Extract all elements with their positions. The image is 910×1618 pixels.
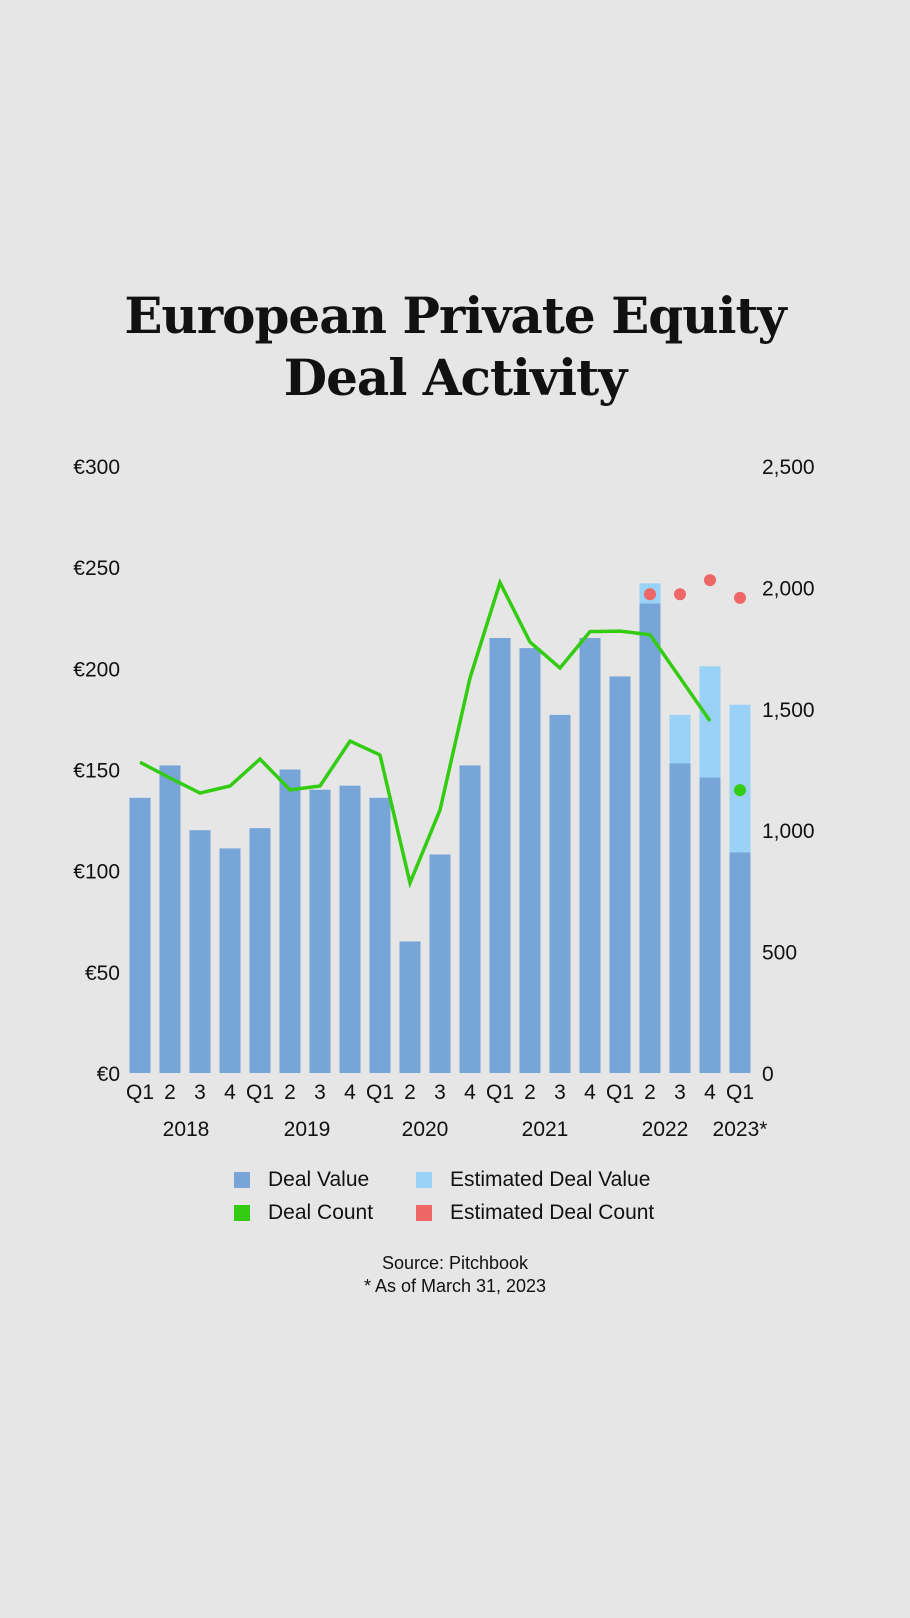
deal-value-bar xyxy=(459,765,481,1073)
deal-value-bar xyxy=(699,777,721,1073)
right-axis-tick: 500 xyxy=(762,942,797,965)
legend-swatch xyxy=(234,1172,250,1188)
x-axis-tick: 3 xyxy=(314,1081,326,1104)
estimated-deal-count-point xyxy=(674,588,686,601)
year-label: 2018 xyxy=(163,1118,210,1141)
left-axis-tick: €0 xyxy=(97,1063,120,1086)
legend-deal-count: Deal Count xyxy=(234,1201,373,1225)
deal-count-point xyxy=(734,784,746,797)
left-axis-tick: €150 xyxy=(73,760,120,783)
deal-value-bar xyxy=(519,648,541,1073)
x-axis-tick: 4 xyxy=(464,1081,476,1104)
right-axis-tick: 2,000 xyxy=(762,577,815,600)
x-axis-tick: 4 xyxy=(344,1081,356,1104)
estimated-deal-count-point xyxy=(734,591,746,604)
right-axis-tick: 1,000 xyxy=(762,820,815,843)
legend-swatch xyxy=(416,1205,432,1221)
deal-value-bar xyxy=(339,785,361,1073)
deal-value-bar xyxy=(189,830,211,1073)
legend-label: Estimated Deal Count xyxy=(450,1201,655,1224)
year-label: 2023* xyxy=(713,1118,768,1141)
x-axis-tick: 2 xyxy=(164,1081,176,1104)
deal-value-bar xyxy=(639,603,661,1073)
right-axis-tick: 2,500 xyxy=(762,456,815,479)
x-axis-tick: 3 xyxy=(554,1081,566,1104)
deal-value-bar xyxy=(549,714,571,1073)
legend-label: Estimated Deal Value xyxy=(450,1168,651,1191)
deal-value-bar xyxy=(369,797,391,1073)
footnote: * As of March 31, 2023 xyxy=(363,1276,547,1296)
deal-value-bar xyxy=(219,848,241,1073)
deal-value-bar xyxy=(429,854,451,1073)
x-axis-tick: 4 xyxy=(704,1081,716,1104)
chart-title-line-2: Deal Activity xyxy=(283,348,628,407)
legend-estimated-deal-value: Estimated Deal Value xyxy=(416,1168,650,1192)
deal-value-bar xyxy=(729,852,751,1073)
left-axis-tick: €300 xyxy=(73,456,120,479)
x-axis-tick: 2 xyxy=(284,1081,296,1104)
year-label: 2019 xyxy=(284,1118,331,1141)
x-axis-tick: 3 xyxy=(194,1081,206,1104)
deal-value-bar xyxy=(579,637,601,1073)
x-axis-tick: 2 xyxy=(524,1081,536,1104)
deal-count-line xyxy=(139,577,712,889)
deal-value-bar xyxy=(129,797,151,1073)
left-axis-tick: €100 xyxy=(73,861,120,884)
x-axis-tick: 4 xyxy=(584,1081,596,1104)
deal-value-bar xyxy=(609,676,631,1073)
x-axis-tick: 4 xyxy=(224,1081,236,1104)
legend-label: Deal Count xyxy=(268,1201,374,1224)
year-label: 2021 xyxy=(522,1118,569,1141)
x-axis-tick: Q1 xyxy=(486,1081,514,1104)
chart-title-line-1: European Private Equity xyxy=(124,286,786,345)
right-axis-tick: 0 xyxy=(762,1063,774,1086)
legend-swatch xyxy=(234,1205,250,1221)
deal-value-bar xyxy=(399,941,421,1073)
deal-value-bar xyxy=(669,763,691,1073)
source-note: Source: Pitchbook xyxy=(381,1253,529,1273)
deal-value-bar xyxy=(249,828,271,1073)
estimated-deal-count-point xyxy=(644,588,656,601)
x-axis-tick: 3 xyxy=(434,1081,446,1104)
x-axis-tick: Q1 xyxy=(606,1081,634,1104)
deal-value-bar xyxy=(489,637,511,1073)
deal-value-bar xyxy=(309,789,331,1073)
x-axis-tick: 2 xyxy=(644,1081,656,1104)
x-axis-tick: 2 xyxy=(404,1081,416,1104)
year-label: 2022 xyxy=(642,1118,689,1141)
right-axis-tick: 1,500 xyxy=(762,699,815,722)
x-axis-tick: 3 xyxy=(674,1081,686,1104)
legend-deal-value: Deal Value xyxy=(234,1168,369,1192)
left-axis-tick: €200 xyxy=(73,658,120,681)
legend-swatch xyxy=(416,1172,432,1188)
left-axis-tick: €50 xyxy=(85,962,120,985)
legend-label: Deal Value xyxy=(268,1168,370,1191)
deal-value-bar xyxy=(279,769,301,1073)
chart-title: European Private Equity Deal Activity xyxy=(0,285,910,409)
year-label: 2020 xyxy=(402,1118,449,1141)
x-axis-tick: Q1 xyxy=(246,1081,274,1104)
x-axis-tick: Q1 xyxy=(366,1081,394,1104)
x-axis-tick: Q1 xyxy=(726,1081,754,1104)
left-axis-tick: €250 xyxy=(73,557,120,580)
deal-value-bar xyxy=(159,765,181,1073)
legend-estimated-deal-count: Estimated Deal Count xyxy=(416,1201,654,1225)
estimated-deal-count-point xyxy=(704,574,716,587)
x-axis-tick: Q1 xyxy=(126,1081,154,1104)
